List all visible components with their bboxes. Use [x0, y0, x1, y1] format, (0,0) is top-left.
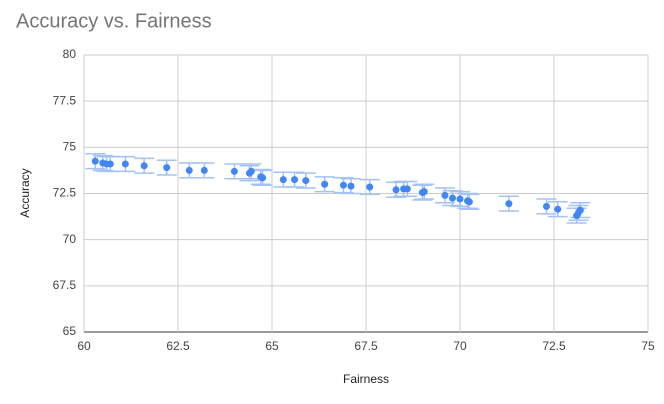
y-tick-label: 77.5 — [53, 93, 77, 107]
point — [366, 183, 374, 191]
x-axis-title: Fairness — [343, 372, 389, 386]
point — [291, 176, 299, 184]
point — [279, 176, 287, 184]
point — [247, 167, 255, 175]
point — [121, 160, 129, 168]
y-tick-label: 72.5 — [53, 186, 77, 200]
x-tick-label: 67.5 — [354, 339, 378, 353]
y-tick-label: 65 — [63, 324, 77, 338]
point — [230, 167, 238, 175]
point — [106, 160, 114, 168]
x-tick-label: 62.5 — [166, 339, 190, 353]
point — [554, 205, 562, 213]
x-tick-label: 60 — [77, 339, 91, 353]
point — [347, 182, 355, 190]
point — [91, 157, 99, 165]
x-tick-label: 75 — [641, 339, 655, 353]
point — [392, 186, 400, 194]
y-tick-label: 67.5 — [53, 278, 77, 292]
point — [576, 206, 584, 214]
chart-title: Accuracy vs. Fairness — [16, 10, 212, 32]
point — [185, 166, 193, 174]
point — [302, 177, 310, 185]
point — [163, 164, 171, 172]
point — [542, 202, 550, 210]
point — [456, 195, 464, 203]
point — [259, 174, 267, 182]
x-tick-label: 65 — [265, 339, 279, 353]
point — [465, 198, 473, 206]
x-tick-label: 72.5 — [542, 339, 566, 353]
point — [403, 185, 411, 193]
point — [505, 200, 513, 208]
point — [200, 166, 208, 174]
x-tick-label: 70 — [453, 339, 467, 353]
point — [321, 180, 329, 188]
point — [339, 181, 347, 189]
point — [441, 191, 449, 199]
y-tick-label: 80 — [63, 47, 77, 61]
point — [140, 162, 148, 170]
point — [420, 188, 428, 196]
y-axis-title: Accuracy — [18, 168, 32, 217]
y-tick-label: 75 — [63, 140, 77, 154]
point — [448, 194, 456, 202]
y-tick-label: 70 — [63, 232, 77, 246]
